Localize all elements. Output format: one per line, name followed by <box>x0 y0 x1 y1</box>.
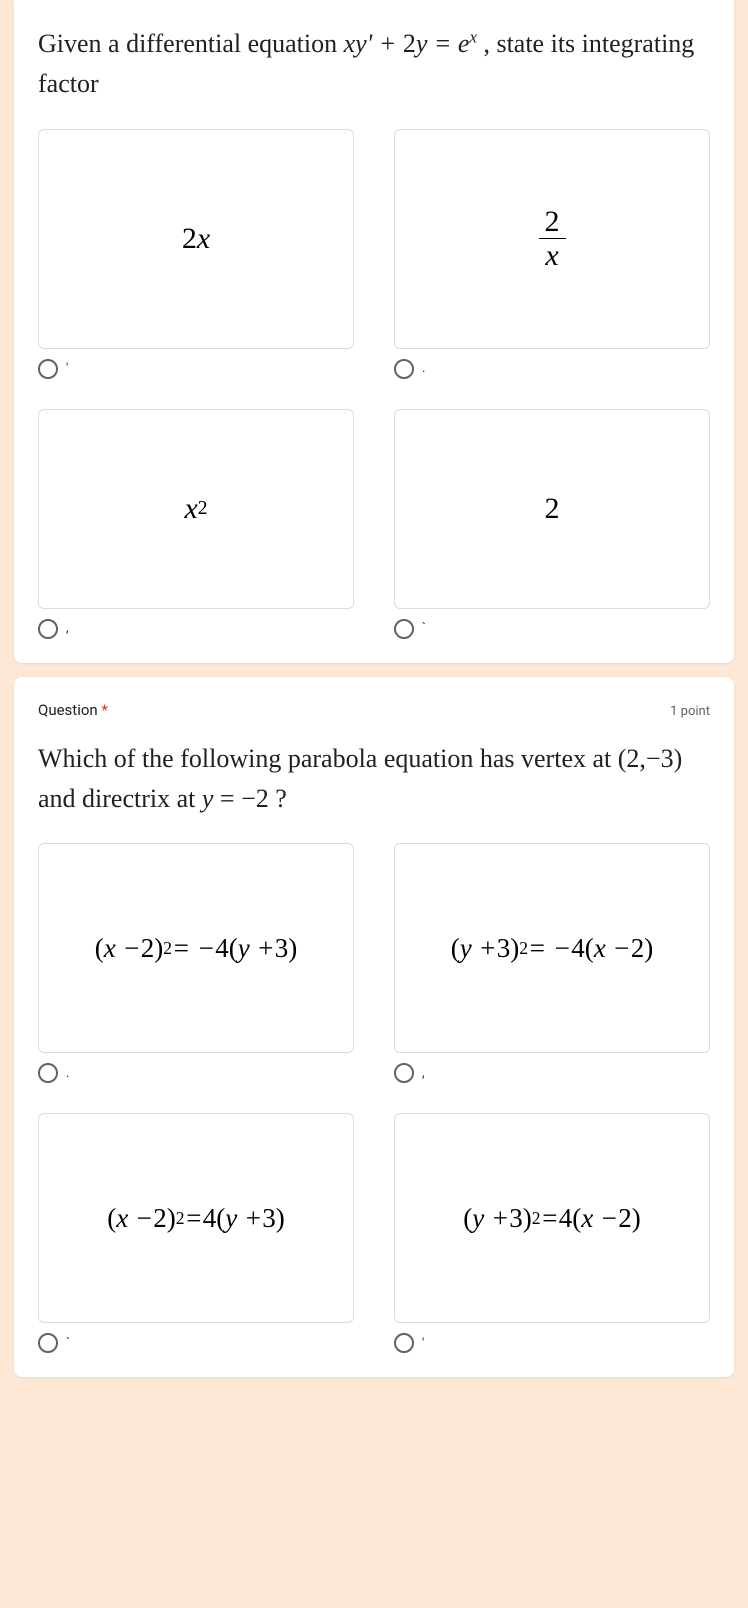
option-wrapper: (x − 2)2 = 4(y + 3) ` <box>38 1113 354 1353</box>
radio-icon[interactable] <box>394 1063 414 1083</box>
option-marker: ` <box>66 1336 70 1351</box>
question-prompt: Which of the following parabola equation… <box>38 739 710 820</box>
question-header: Question * 1 point <box>38 701 710 719</box>
option-marker: . <box>422 361 425 376</box>
option-wrapper: (x − 2)2 = −4(y + 3) . <box>38 843 354 1083</box>
option-marker: ' <box>66 361 68 376</box>
radio-icon[interactable] <box>394 359 414 379</box>
option-marker: , <box>422 1066 425 1081</box>
option-wrapper: (y + 3)2 = −4(x − 2) , <box>394 843 710 1083</box>
option-wrapper: x2 , <box>38 409 354 639</box>
question-title: Question * <box>38 701 108 719</box>
option-radio-row[interactable]: . <box>38 1063 354 1083</box>
option-radio-row[interactable]: ' <box>394 1333 710 1353</box>
radio-icon[interactable] <box>38 359 58 379</box>
options-grid: (x − 2)2 = −4(y + 3) . (y + 3)2 = −4(x −… <box>38 843 710 1353</box>
option-radio-row[interactable]: , <box>38 619 354 639</box>
option-marker: . <box>66 1066 69 1081</box>
points-label: 1 point <box>670 704 710 719</box>
option-marker: , <box>66 621 69 636</box>
option-content: 2x <box>394 129 710 349</box>
option-content: (x − 2)2 = 4(y + 3) <box>38 1113 354 1323</box>
question-label: Question <box>38 701 98 719</box>
option-wrapper: 2x . <box>394 129 710 379</box>
option-radio-row[interactable]: ` <box>38 1333 354 1353</box>
option-marker: ` <box>422 621 426 636</box>
radio-icon[interactable] <box>38 1333 58 1353</box>
option-radio-row[interactable]: , <box>394 1063 710 1083</box>
option-wrapper: (y + 3)2 = 4(x − 2) ' <box>394 1113 710 1353</box>
required-asterisk: * <box>101 701 107 719</box>
question-prompt: Given a differential equation xy' + 2y =… <box>38 24 710 105</box>
option-radio-row[interactable]: ' <box>38 359 354 379</box>
option-content: 2 <box>394 409 710 609</box>
radio-icon[interactable] <box>38 619 58 639</box>
radio-icon[interactable] <box>394 619 414 639</box>
radio-icon[interactable] <box>38 1063 58 1083</box>
option-marker: ' <box>422 1336 424 1351</box>
option-radio-row[interactable]: . <box>394 359 710 379</box>
options-grid: 2x ' 2x . x2 , 2 ` <box>38 129 710 639</box>
option-content: (y + 3)2 = −4(x − 2) <box>394 843 710 1053</box>
radio-icon[interactable] <box>394 1333 414 1353</box>
question-card-2: Question * 1 point Which of the followin… <box>14 677 734 1378</box>
option-content: x2 <box>38 409 354 609</box>
option-wrapper: 2 ` <box>394 409 710 639</box>
option-wrapper: 2x ' <box>38 129 354 379</box>
option-content: (x − 2)2 = −4(y + 3) <box>38 843 354 1053</box>
question-card-1: Given a differential equation xy' + 2y =… <box>14 0 734 663</box>
option-content: (y + 3)2 = 4(x − 2) <box>394 1113 710 1323</box>
option-content: 2x <box>38 129 354 349</box>
option-radio-row[interactable]: ` <box>394 619 710 639</box>
